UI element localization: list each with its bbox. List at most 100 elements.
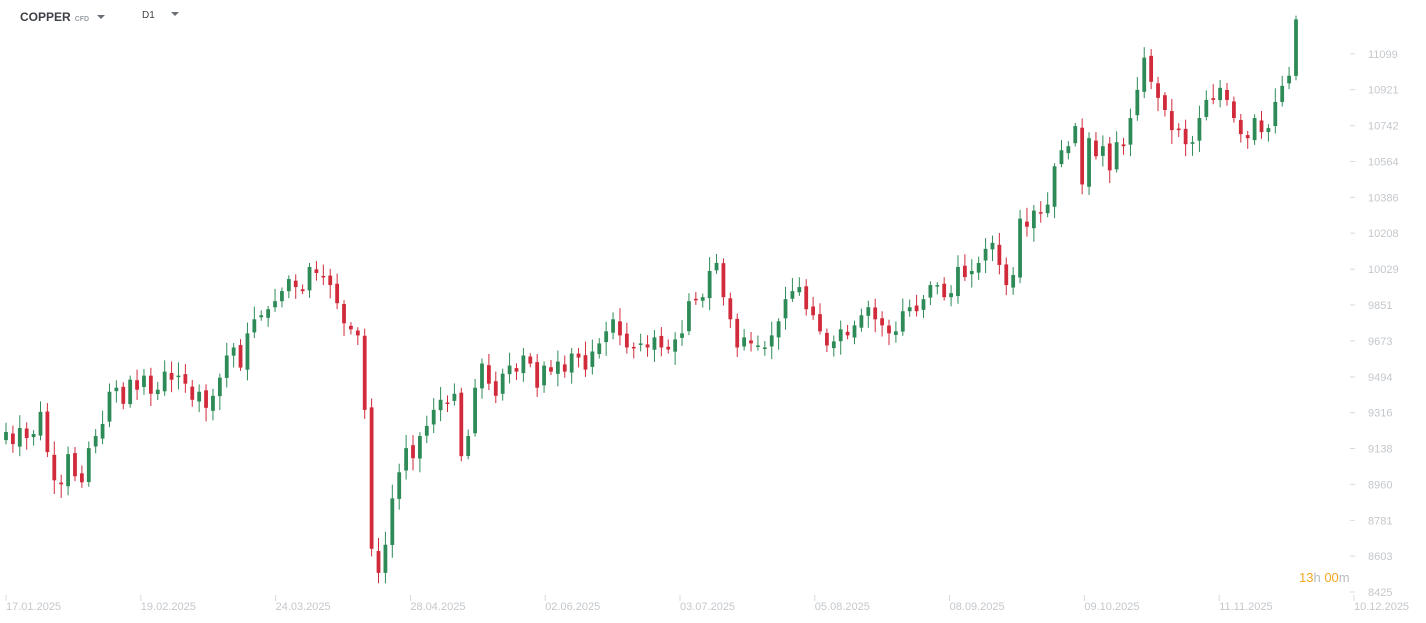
candle-down[interactable] bbox=[148, 367, 153, 407]
candle-down[interactable] bbox=[1163, 92, 1167, 117]
candle-down[interactable] bbox=[328, 268, 333, 299]
candle-down[interactable] bbox=[818, 303, 822, 335]
candle-down[interactable] bbox=[997, 232, 1002, 275]
candle-up[interactable] bbox=[404, 434, 409, 480]
candle-up[interactable] bbox=[224, 342, 229, 388]
candle-down[interactable] bbox=[121, 382, 126, 410]
candle-up[interactable] bbox=[852, 320, 857, 345]
candle-down[interactable] bbox=[583, 341, 588, 377]
candle-up[interactable] bbox=[107, 383, 112, 428]
candle-down[interactable] bbox=[445, 395, 450, 413]
candle-down[interactable] bbox=[24, 422, 29, 450]
candle-down[interactable] bbox=[1169, 98, 1174, 145]
candle-down[interactable] bbox=[1238, 113, 1243, 143]
candle-up[interactable] bbox=[1045, 192, 1050, 218]
candle-up[interactable] bbox=[383, 531, 388, 584]
candle-up[interactable] bbox=[390, 484, 395, 558]
candle-up[interactable] bbox=[286, 275, 291, 299]
candle-down[interactable] bbox=[45, 403, 50, 458]
candle-up[interactable] bbox=[176, 362, 181, 390]
candle-down[interactable] bbox=[887, 319, 891, 346]
candle-down[interactable] bbox=[624, 322, 629, 354]
candle-up[interactable] bbox=[1252, 114, 1257, 145]
candle-down[interactable] bbox=[493, 371, 498, 404]
candle-up[interactable] bbox=[66, 446, 70, 496]
candle-down[interactable] bbox=[645, 335, 650, 357]
candle-down[interactable] bbox=[376, 538, 381, 584]
candle-down[interactable] bbox=[459, 387, 464, 462]
candle-down[interactable] bbox=[314, 261, 319, 281]
candle-up[interactable] bbox=[245, 322, 250, 381]
candle-down[interactable] bbox=[562, 355, 567, 378]
candle-down[interactable] bbox=[914, 294, 919, 317]
candle-down[interactable] bbox=[293, 274, 298, 299]
candle-down[interactable] bbox=[528, 353, 533, 368]
candle-down[interactable] bbox=[73, 446, 77, 482]
candle-up[interactable] bbox=[769, 321, 774, 360]
candle-up[interactable] bbox=[1052, 163, 1057, 219]
candle-up[interactable] bbox=[555, 350, 560, 387]
candle-up[interactable] bbox=[4, 422, 8, 445]
candle-up[interactable] bbox=[976, 256, 981, 280]
candle-up[interactable] bbox=[1087, 132, 1091, 196]
candle-up[interactable] bbox=[259, 310, 264, 321]
candle-down[interactable] bbox=[486, 353, 491, 391]
candle-up[interactable] bbox=[418, 432, 422, 473]
candle-down[interactable] bbox=[631, 342, 636, 359]
candle-up[interactable] bbox=[273, 288, 277, 312]
candle-up[interactable] bbox=[17, 415, 22, 457]
candle-up[interactable] bbox=[1135, 76, 1140, 121]
candle-down[interactable] bbox=[169, 361, 174, 393]
candle-down[interactable] bbox=[1232, 96, 1236, 123]
candle-up[interactable] bbox=[473, 379, 477, 437]
candle-down[interactable] bbox=[873, 298, 878, 333]
candle-down[interactable] bbox=[1225, 82, 1229, 106]
candle-up[interactable] bbox=[266, 305, 271, 327]
candle-up[interactable] bbox=[707, 257, 712, 311]
candle-down[interactable] bbox=[190, 379, 195, 407]
candle-up[interactable] bbox=[211, 388, 215, 421]
candle-up[interactable] bbox=[797, 277, 802, 296]
candle-up[interactable] bbox=[1031, 204, 1036, 242]
candle-up[interactable] bbox=[521, 348, 526, 382]
candle-down[interactable] bbox=[845, 324, 850, 340]
candle-down[interactable] bbox=[728, 292, 733, 329]
candle-down[interactable] bbox=[300, 284, 305, 295]
candle-down[interactable] bbox=[355, 327, 360, 346]
candle-down[interactable] bbox=[659, 327, 664, 357]
candle-down[interactable] bbox=[721, 258, 726, 306]
candle-up[interactable] bbox=[638, 333, 643, 352]
candle-down[interactable] bbox=[618, 308, 622, 346]
candle-up[interactable] bbox=[680, 320, 684, 346]
interval-selector[interactable]: D1 bbox=[142, 10, 179, 21]
candle-up[interactable] bbox=[480, 358, 484, 399]
candle-up[interactable] bbox=[604, 321, 609, 356]
candle-up[interactable] bbox=[783, 286, 788, 330]
candle-down[interactable] bbox=[749, 332, 753, 352]
candle-down[interactable] bbox=[349, 322, 353, 335]
candle-up[interactable] bbox=[1204, 90, 1209, 121]
candle-down[interactable] bbox=[693, 291, 698, 305]
candle-up[interactable] bbox=[569, 347, 574, 384]
candle-down[interactable] bbox=[1094, 132, 1098, 160]
candle-down[interactable] bbox=[1156, 76, 1160, 112]
candle-down[interactable] bbox=[1004, 257, 1009, 296]
candle-up[interactable] bbox=[742, 328, 747, 351]
candle-up[interactable] bbox=[1073, 122, 1078, 147]
candle-down[interactable] bbox=[321, 264, 326, 286]
candle-up[interactable] bbox=[452, 383, 457, 406]
symbol-selector[interactable]: COPPER CFD bbox=[20, 10, 106, 24]
candle-up[interactable] bbox=[838, 320, 843, 355]
candle-up[interactable] bbox=[38, 401, 43, 441]
candle-up[interactable] bbox=[142, 369, 146, 395]
candle-down[interactable] bbox=[1038, 201, 1043, 223]
candle-up[interactable] bbox=[597, 338, 602, 359]
candle-up[interactable] bbox=[1114, 131, 1119, 173]
candle-down[interactable] bbox=[735, 313, 740, 357]
candle-down[interactable] bbox=[1025, 207, 1029, 237]
candle-down[interactable] bbox=[1080, 118, 1085, 195]
candle-up[interactable] bbox=[831, 335, 836, 357]
candle-up[interactable] bbox=[935, 282, 940, 295]
candle-down[interactable] bbox=[411, 435, 415, 471]
candle-up[interactable] bbox=[1266, 124, 1271, 142]
